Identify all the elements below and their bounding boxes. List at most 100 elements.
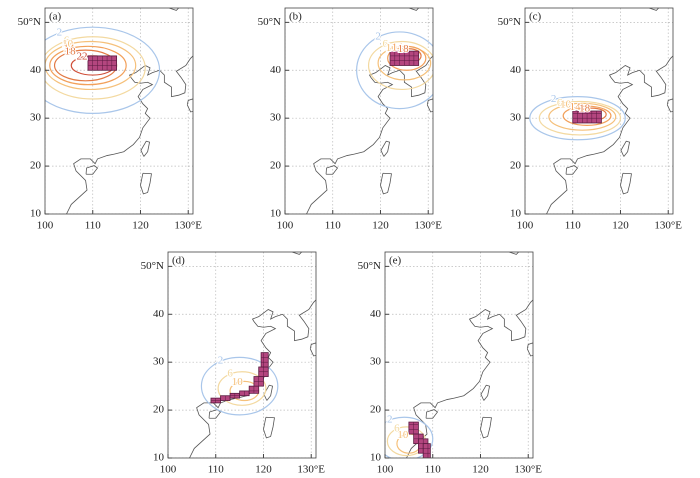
y-tick-label: 20 [30, 160, 42, 172]
coastline [526, 342, 533, 357]
contour-label: 6 [64, 34, 70, 46]
contour-label: 6 [383, 38, 389, 50]
contour-label: 6 [394, 422, 400, 434]
contour [529, 96, 626, 141]
coastline [169, 8, 179, 11]
panel-label: (a) [49, 11, 62, 23]
y-tick-label: 10 [370, 452, 382, 464]
y-tick-label: 50°N [258, 16, 281, 28]
coastline [325, 165, 339, 175]
contour-label: 18 [579, 102, 591, 114]
y-tick-label: 20 [370, 404, 382, 416]
x-tick-label: 130°E [174, 220, 202, 232]
contour [45, 36, 146, 100]
contour [200, 356, 279, 416]
panel-frame [384, 251, 534, 459]
contour-label: 10 [397, 429, 409, 441]
contour-label: 2 [387, 414, 393, 426]
panel-frame [524, 7, 674, 215]
coastline [66, 55, 193, 214]
x-tick-label: 110 [208, 464, 225, 476]
contour [562, 105, 612, 126]
panel-frame [44, 7, 194, 215]
contour [45, 40, 137, 91]
y-tick-label: 40 [270, 64, 282, 76]
y-tick-label: 40 [370, 308, 382, 320]
contour [385, 416, 434, 458]
x-tick-label: 100 [377, 464, 394, 476]
panel-frame [167, 251, 317, 459]
coastline [189, 299, 316, 458]
x-tick-label: 110 [85, 220, 102, 232]
x-tick-label: 120 [612, 220, 629, 232]
coastline [380, 172, 392, 195]
y-tick-label: 20 [153, 404, 165, 416]
y-tick-label: 30 [153, 356, 165, 368]
contour [45, 26, 161, 114]
contour-label: 6 [557, 97, 563, 109]
x-tick-label: 110 [565, 220, 582, 232]
region-box [422, 443, 431, 458]
x-tick-label: 110 [325, 220, 342, 232]
contour-label: 2 [375, 30, 381, 42]
y-tick-label: 30 [370, 356, 382, 368]
y-tick-label: 10 [30, 208, 42, 220]
coastline [480, 384, 491, 401]
coastline [509, 252, 519, 255]
x-tick-label: 100 [160, 464, 177, 476]
y-tick-label: 50°N [18, 16, 41, 28]
x-tick-label: 130°E [414, 220, 442, 232]
y-tick-label: 50°N [141, 260, 164, 272]
coastline [309, 342, 316, 357]
coastline [546, 55, 673, 214]
y-tick-label: 50°N [358, 260, 381, 272]
contour-label: 2 [551, 93, 557, 105]
coastline [380, 140, 391, 157]
contour [49, 45, 127, 86]
coastline [620, 140, 631, 157]
x-tick-label: 100 [277, 220, 294, 232]
contour-label: 2 [57, 26, 63, 38]
x-tick-label: 120 [372, 220, 389, 232]
contour-label: 22 [77, 51, 88, 63]
contour-label: 18 [65, 46, 77, 58]
panel-label: (e) [389, 255, 402, 267]
x-tick-label: 100 [37, 220, 54, 232]
contour-label: 14 [570, 101, 582, 113]
panel-label: (d) [172, 255, 185, 267]
x-tick-label: 130°E [514, 464, 542, 476]
contour-label: 14 [63, 42, 75, 54]
x-tick-label: 110 [425, 464, 442, 476]
y-tick-label: 20 [270, 160, 282, 172]
y-tick-label: 10 [153, 452, 165, 464]
y-tick-label: 40 [510, 64, 522, 76]
contour-label: 10 [62, 38, 74, 50]
coastline [426, 98, 433, 113]
contour-label: 2 [218, 355, 224, 367]
coastline [565, 165, 579, 175]
y-tick-label: 20 [510, 160, 522, 172]
y-tick-label: 30 [30, 112, 42, 124]
coastline [649, 8, 659, 11]
contour-label: 10 [232, 376, 244, 388]
region-box [260, 352, 269, 368]
coastline [409, 8, 419, 11]
coastline [292, 252, 302, 255]
contour [387, 45, 427, 71]
y-tick-label: 10 [270, 208, 282, 220]
coastline [666, 98, 673, 113]
contour [367, 40, 433, 91]
contour-label: 18 [398, 43, 410, 55]
contour [356, 31, 433, 110]
contour [538, 100, 622, 136]
y-tick-label: 50°N [498, 16, 521, 28]
contour-label: 6 [227, 367, 233, 379]
x-tick-label: 120 [132, 220, 149, 232]
contour [548, 102, 617, 131]
contour-label: 10 [386, 42, 398, 54]
